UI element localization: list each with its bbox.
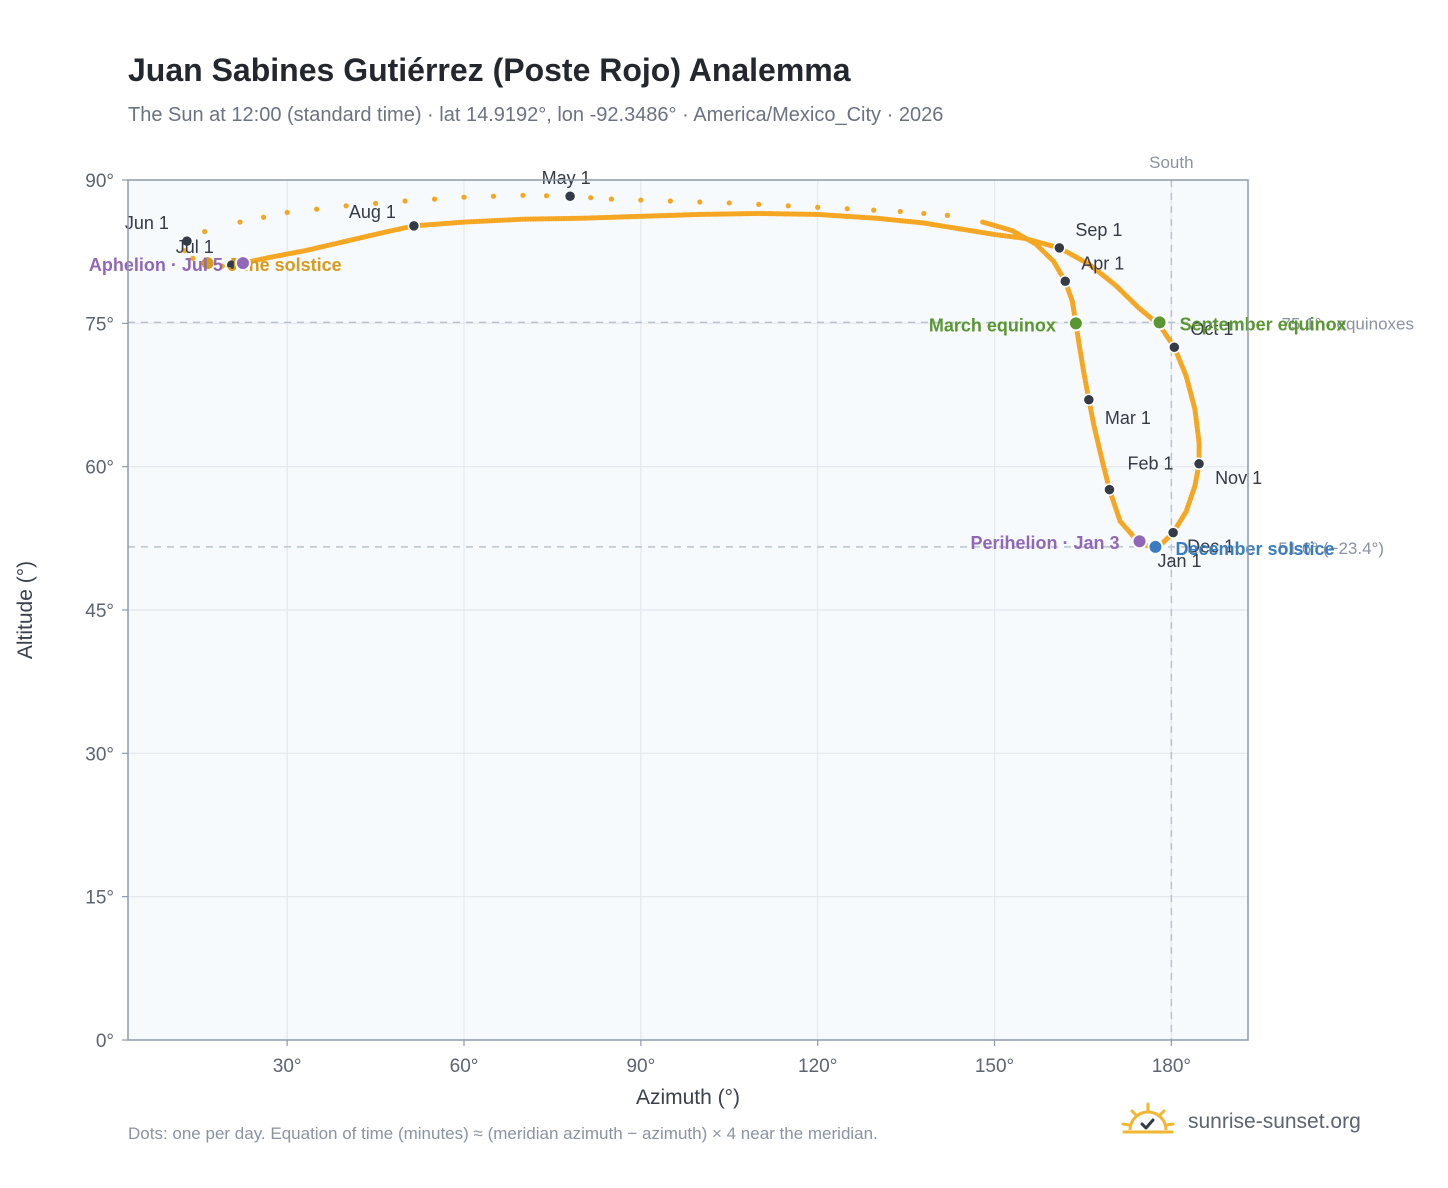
footnote: Dots: one per day. Equation of time (min… — [128, 1124, 878, 1143]
month-marker-label: Mar 1 — [1105, 408, 1151, 428]
y-tick-label: 45° — [85, 601, 114, 622]
analemma-day-dot — [219, 263, 225, 269]
event-marker-label: Aphelion · Jul 5 — [89, 255, 223, 275]
analemma-day-dot — [980, 219, 986, 225]
chart-subtitle: The Sun at 12:00 (standard time) · lat 1… — [128, 104, 944, 126]
month-marker-label: Feb 1 — [1127, 454, 1173, 474]
month-marker-label: Oct 1 — [1190, 319, 1233, 339]
december-altitude-label: 51.6° (−23.4°) — [1278, 539, 1384, 558]
analemma-day-dot — [697, 199, 703, 205]
analemma-day-dot — [237, 219, 243, 225]
event-marker-dot — [199, 255, 216, 272]
brand-name: sunrise-sunset.org — [1188, 1110, 1361, 1133]
y-axis-label: Altitude (°) — [14, 561, 37, 659]
month-marker-label: Aug 1 — [349, 202, 396, 222]
month-marker-dot — [1082, 393, 1096, 407]
month-marker-dot — [1166, 526, 1180, 539]
event-marker-label: March equinox — [929, 315, 1056, 335]
month-marker-dot — [563, 189, 577, 203]
sun-logo-icon — [1121, 1102, 1175, 1134]
analemma-day-dot — [871, 207, 877, 213]
brand[interactable]: sunrise-sunset.org — [1120, 1102, 1361, 1142]
month-marker-label: Nov 1 — [1215, 468, 1262, 488]
analemma-day-dot — [588, 195, 594, 201]
analemma-day-dot — [726, 200, 732, 206]
analemma-day-dot — [815, 204, 821, 210]
y-tick-label: 75° — [85, 314, 114, 335]
analemma-day-dot — [181, 248, 188, 254]
analemma-day-dot — [284, 209, 290, 216]
month-marker-label: Apr 1 — [1081, 253, 1124, 273]
month-marker-dot — [1192, 457, 1206, 471]
analemma-day-dot — [756, 201, 762, 207]
x-axis-label: Azimuth (°) — [636, 1086, 740, 1109]
event-marker-label: June solstice — [228, 255, 342, 275]
analemma-day-dot — [260, 214, 267, 220]
month-marker-dot — [1103, 483, 1116, 496]
month-marker-dot — [1168, 340, 1181, 354]
event-marker-dot — [234, 255, 251, 272]
month-marker-label: May 1 — [542, 168, 591, 188]
analemma-day-dot — [667, 198, 673, 204]
analemma-day-dot — [543, 193, 550, 199]
analemma-day-dot — [608, 196, 614, 202]
month-marker-label: Dec 1 — [1187, 537, 1234, 557]
analemma-day-dot — [921, 210, 927, 217]
analemma-day-dot — [785, 203, 791, 209]
analemma-day-dot — [944, 212, 950, 218]
event-marker-dot — [1151, 314, 1168, 331]
month-marker-label: Jul 1 — [176, 237, 214, 257]
analemma-day-dot — [431, 196, 438, 202]
month-marker-label: Jun 1 — [125, 213, 169, 233]
event-marker-label: September equinox — [1180, 314, 1347, 334]
y-tick-label: 15° — [85, 888, 114, 909]
analemma-day-dot — [638, 197, 644, 203]
analemma-day-dot — [190, 255, 196, 261]
event-markers: March equinox September equinox June solst… — [89, 255, 1347, 559]
equinox-altitude-label: 75.1° · equinoxes — [1282, 314, 1415, 333]
x-tick-label: 120° — [798, 1056, 837, 1077]
y-tick-label: 30° — [85, 744, 114, 765]
reference-lines: South 75.1° · equinoxes 51.6° (−23.4°) — [128, 153, 1414, 1040]
chart-title: Juan Sabines Gutiérrez (Poste Rojo) Anal… — [128, 52, 851, 88]
south-label: South — [1149, 153, 1193, 172]
analemma-day-dot — [520, 192, 526, 198]
analemma-day-dot — [490, 193, 497, 199]
x-tick-label: 60° — [450, 1056, 479, 1077]
event-marker-dot — [1131, 533, 1148, 550]
analemma-day-dot — [402, 198, 408, 204]
y-tick-label: 0° — [96, 1031, 114, 1052]
month-marker-dot — [407, 219, 421, 233]
month-markers: Jan 1 Feb 1 Mar 1 Apr 1 May 1 Jun 1 Jul 1 Aug 1… — [125, 168, 1262, 571]
month-marker-label: Sep 1 — [1075, 220, 1122, 240]
analemma-day-dot — [897, 208, 903, 215]
analemma-day-dot — [844, 206, 850, 212]
axis-ticks: 30° 60° 90° 120° 150° 180° 0° 15° 30° 45° 60° 75° 90… — [85, 171, 1191, 1077]
y-tick-label: 60° — [85, 458, 114, 479]
analemma-day-dot — [202, 229, 208, 235]
x-tick-label: 90° — [626, 1056, 655, 1077]
month-marker-dot — [180, 234, 194, 248]
analemma-day-dot — [461, 194, 467, 200]
event-marker-dot — [1067, 315, 1084, 332]
analemma-day-dot — [314, 206, 320, 212]
x-tick-label: 150° — [975, 1056, 1014, 1077]
event-marker-label: Perihelion · Jan 3 — [970, 533, 1119, 553]
event-marker-label: December solstice — [1175, 539, 1334, 559]
event-marker-dot — [1147, 538, 1164, 555]
analemma-day-dot — [372, 200, 379, 207]
analemma-day-dot — [343, 203, 349, 209]
month-marker-dot — [1053, 241, 1066, 255]
x-tick-label: 30° — [273, 1056, 302, 1077]
x-tick-label: 180° — [1152, 1056, 1191, 1077]
month-marker-dot — [1059, 275, 1072, 288]
y-tick-label: 90° — [85, 171, 114, 192]
month-marker-label: Jan 1 — [1157, 551, 1201, 571]
